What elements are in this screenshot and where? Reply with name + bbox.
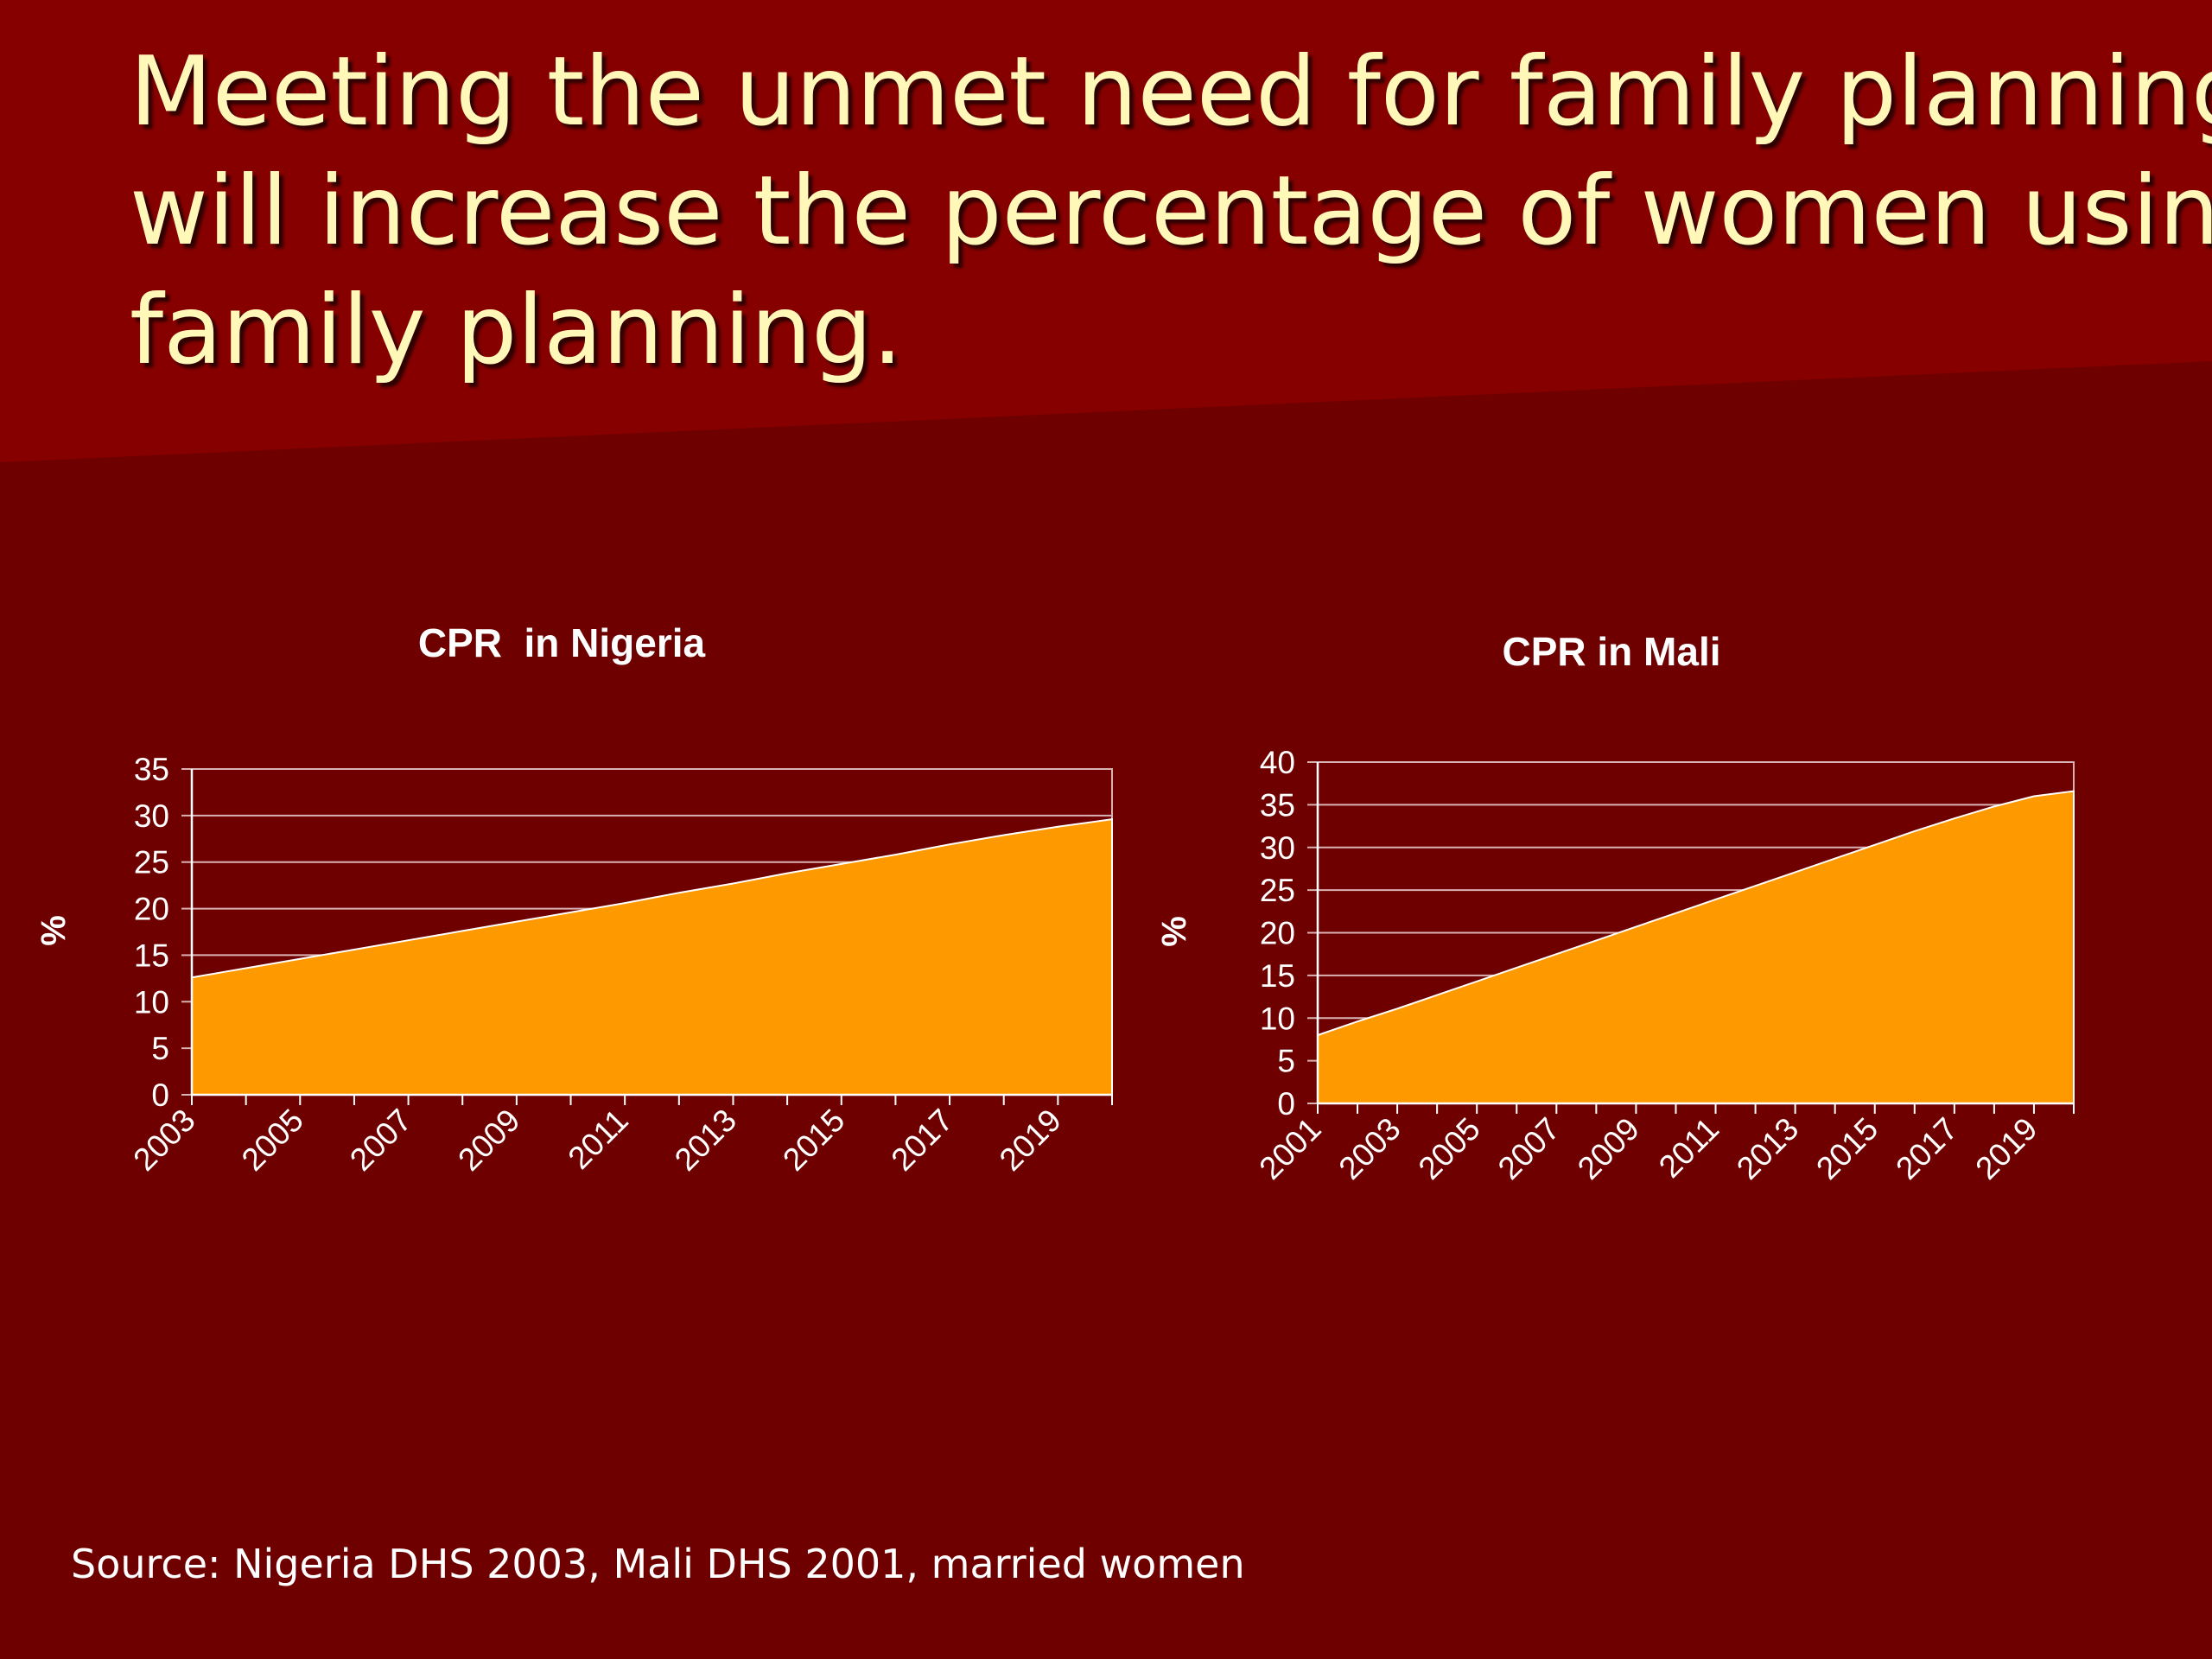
nigeria-data-point — [1057, 826, 1058, 828]
slide-title-line-2: will increase the percentage of women us… — [130, 156, 2212, 267]
nigeria-data-point — [1111, 818, 1113, 820]
nigeria-cpr-area — [191, 818, 1113, 1096]
nigeria-data-point — [894, 854, 896, 855]
mali-data-point — [1436, 995, 1438, 996]
nigeria-data-point — [949, 843, 950, 845]
mali-y-tick-label: 10 — [1260, 1001, 1295, 1036]
mali-y-tick-label: 15 — [1260, 958, 1295, 994]
mali-x-tick-label: 2009 — [1571, 1111, 1646, 1186]
mali-data-point — [1874, 844, 1876, 846]
mali-y-axis-label: % — [1155, 916, 1193, 947]
title-band-background — [0, 0, 2212, 462]
nigeria-data-point — [1003, 834, 1005, 836]
nigeria-x-tick-label: 2005 — [235, 1103, 310, 1178]
mali-data-point — [1635, 926, 1637, 928]
mali-y-tick-label: 0 — [1277, 1086, 1295, 1122]
nigeria-data-point — [461, 930, 463, 931]
nigeria-x-tick-label: 2003 — [126, 1103, 201, 1178]
mali-data-point — [2073, 791, 2075, 792]
nigeria-x-tick-label: 2013 — [668, 1103, 743, 1178]
mali-chart-title: CPR in Mali — [1502, 629, 1720, 674]
mali-x-tick-label: 2001 — [1252, 1111, 1327, 1186]
mali-data-point — [1675, 912, 1676, 914]
mali-x-tick-label: 2015 — [1809, 1111, 1885, 1186]
nigeria-y-tick-label: 15 — [134, 938, 169, 973]
nigeria-y-axis-label: % — [35, 915, 73, 946]
nigeria-y-tick-label: 20 — [134, 892, 169, 927]
mali-y-tick-label: 35 — [1260, 787, 1295, 823]
mali-cpr-area — [1317, 790, 2075, 1104]
slide-title: Meeting the unmet need for family planni… — [130, 33, 2212, 391]
nigeria-x-tick-label: 2015 — [776, 1103, 851, 1178]
nigeria-cpr-chart: CPR in Nigeria % 0 5 10 15 20 25 30 35 2003 2005 2… — [35, 620, 1113, 1178]
mali-data-point — [1715, 899, 1717, 900]
mali-data-point — [1555, 953, 1557, 955]
mali-x-tick-label: 2007 — [1491, 1111, 1567, 1186]
mali-x-tick-label: 2003 — [1332, 1111, 1408, 1186]
mali-data-point — [1954, 817, 1955, 819]
nigeria-y-tick-label: 25 — [134, 845, 169, 880]
nigeria-chart-title: CPR in Nigeria — [418, 620, 706, 665]
nigeria-y-tick-label: 10 — [134, 984, 169, 1020]
nigeria-x-tick-label: 2007 — [343, 1103, 418, 1178]
nigeria-data-point — [408, 939, 410, 941]
mali-data-point — [1993, 805, 1995, 807]
nigeria-data-point — [245, 968, 247, 969]
source-note: Source: Nigeria DHS 2003, Mali DHS 2001,… — [71, 1541, 1245, 1587]
mali-data-point — [1357, 1020, 1358, 1022]
mali-data-point — [1834, 858, 1836, 860]
nigeria-x-tick-label: 2011 — [562, 1103, 635, 1176]
mali-data-point — [1755, 885, 1757, 887]
mali-x-tick-label: 2005 — [1412, 1111, 1487, 1186]
mali-x-tick-label: 2017 — [1889, 1111, 1964, 1186]
nigeria-data-point — [299, 958, 301, 960]
mali-data-point — [2033, 796, 2035, 798]
nigeria-data-point — [732, 882, 734, 884]
mali-data-point — [1914, 830, 1916, 832]
mali-y-tick-label: 40 — [1260, 745, 1295, 780]
nigeria-data-point — [353, 949, 355, 950]
mali-data-point — [1516, 967, 1517, 969]
nigeria-data-point — [516, 921, 518, 923]
mali-y-tick-label: 20 — [1260, 916, 1295, 951]
nigeria-y-tick-label: 35 — [134, 752, 169, 787]
nigeria-y-tick-label: 5 — [151, 1031, 169, 1066]
slide-title-line-1: Meeting the unmet need for family planni… — [130, 36, 2212, 148]
mali-x-tick-label: 2019 — [1968, 1111, 2044, 1186]
mali-data-point — [1476, 981, 1478, 982]
mali-data-point — [1795, 871, 1796, 873]
mali-x-tick-label: 2011 — [1652, 1111, 1726, 1185]
slide-title-line-3: family planning. — [130, 275, 903, 386]
nigeria-x-tick-label: 2017 — [885, 1103, 960, 1178]
nigeria-x-tick-label: 2019 — [993, 1103, 1068, 1178]
nigeria-y-tick-label: 0 — [151, 1077, 169, 1113]
mali-y-tick-label: 25 — [1260, 873, 1295, 908]
nigeria-data-point — [841, 863, 842, 865]
nigeria-data-point — [624, 902, 626, 904]
nigeria-data-point — [570, 912, 572, 913]
mali-data-point — [1396, 1007, 1398, 1009]
mali-y-tick-label: 5 — [1277, 1044, 1295, 1079]
nigeria-y-tick-label: 30 — [134, 798, 169, 834]
nigeria-data-point — [786, 873, 788, 874]
mali-y-tick-label: 30 — [1260, 830, 1295, 866]
mali-x-tick-label: 2013 — [1730, 1111, 1805, 1186]
nigeria-x-tick-label: 2009 — [451, 1103, 526, 1178]
mali-data-point — [1595, 939, 1597, 941]
nigeria-data-point — [678, 892, 680, 893]
